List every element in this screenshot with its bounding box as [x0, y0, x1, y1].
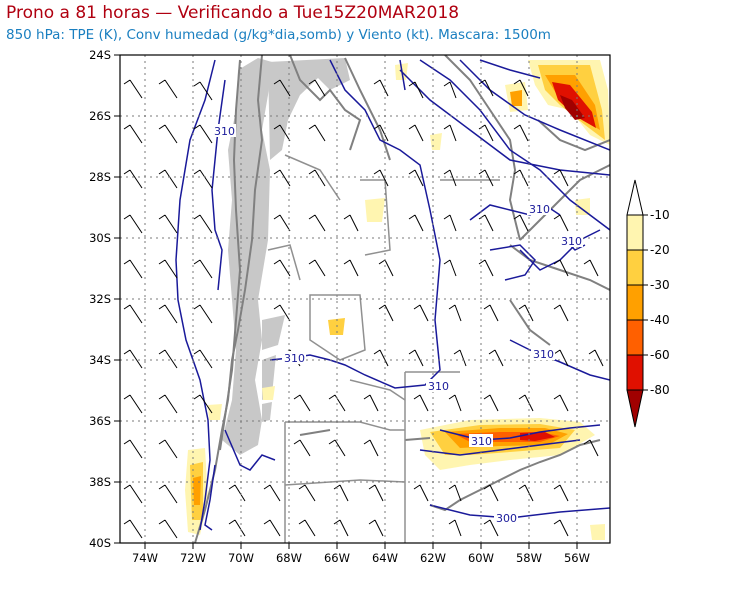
contour-label: 310: [284, 352, 305, 365]
lon-tick-label: 58W: [516, 551, 542, 565]
colorbar-swatch: [626, 319, 644, 356]
wind-barbs: [123, 79, 604, 539]
lat-tick-label: 24S: [89, 48, 111, 62]
colorbar-label: -40: [650, 313, 670, 327]
colorbar-label: -20: [650, 243, 670, 257]
lon-tick-label: 72W: [180, 551, 206, 565]
lon-tick-label: 74W: [132, 551, 158, 565]
map-subtitle: 850 hPa: TPE (K), Conv humedad (g/kg*dia…: [6, 27, 551, 43]
lat-axis: 24S 26S 28S 30S 32S 34S 36S 38S 40S: [89, 48, 120, 550]
lat-tick-label: 34S: [89, 353, 111, 367]
contour-label: 310: [471, 435, 492, 448]
lon-tick-label: 64W: [372, 551, 398, 565]
lon-tick-label: 62W: [420, 551, 446, 565]
graticule: [120, 55, 610, 543]
lat-tick-label: 32S: [89, 292, 111, 306]
lon-tick-label: 68W: [276, 551, 302, 565]
lon-tick-label: 56W: [564, 551, 590, 565]
colorbar-label: -80: [650, 383, 670, 397]
colorbar-swatch: [626, 389, 644, 428]
lon-tick-label: 70W: [228, 551, 254, 565]
convergence-shading: [185, 60, 610, 540]
colorbar-swatch: [626, 179, 644, 216]
colorbar-swatch: [626, 284, 644, 321]
contour-label: 310: [214, 125, 235, 138]
lat-tick-label: 28S: [89, 170, 111, 184]
lon-tick-label: 66W: [324, 551, 350, 565]
colorbar-label: -60: [650, 348, 670, 362]
colorbar-swatch: [626, 354, 644, 391]
lon-axis: 74W 72W 70W 68W 66W 64W 62W 60W 58W 56W: [132, 543, 590, 565]
colorbar-swatch: [626, 249, 644, 286]
colorbar-swatch: [626, 214, 644, 251]
lat-tick-label: 36S: [89, 414, 111, 428]
contour-label: 310: [428, 380, 449, 393]
lat-tick-label: 38S: [89, 475, 111, 489]
contour-label: 310: [529, 203, 550, 216]
contour-label: 310: [561, 235, 582, 248]
contour-label: 300: [496, 512, 517, 525]
lat-tick-label: 40S: [89, 536, 111, 550]
lat-tick-label: 26S: [89, 109, 111, 123]
colorbar-label: -10: [650, 208, 670, 222]
contour-labels: 310 310 310 310 310 310 310 300: [212, 124, 583, 525]
colorbar: -10 -20 -30 -40 -60 -80: [626, 179, 670, 428]
map-title: Prono a 81 horas — Verificando a Tue15Z2…: [6, 3, 460, 23]
colorbar-label: -30: [650, 278, 670, 292]
province-borders: [267, 154, 500, 543]
contour-label: 310: [533, 348, 554, 361]
lon-tick-label: 60W: [468, 551, 494, 565]
lat-tick-label: 30S: [89, 231, 111, 245]
